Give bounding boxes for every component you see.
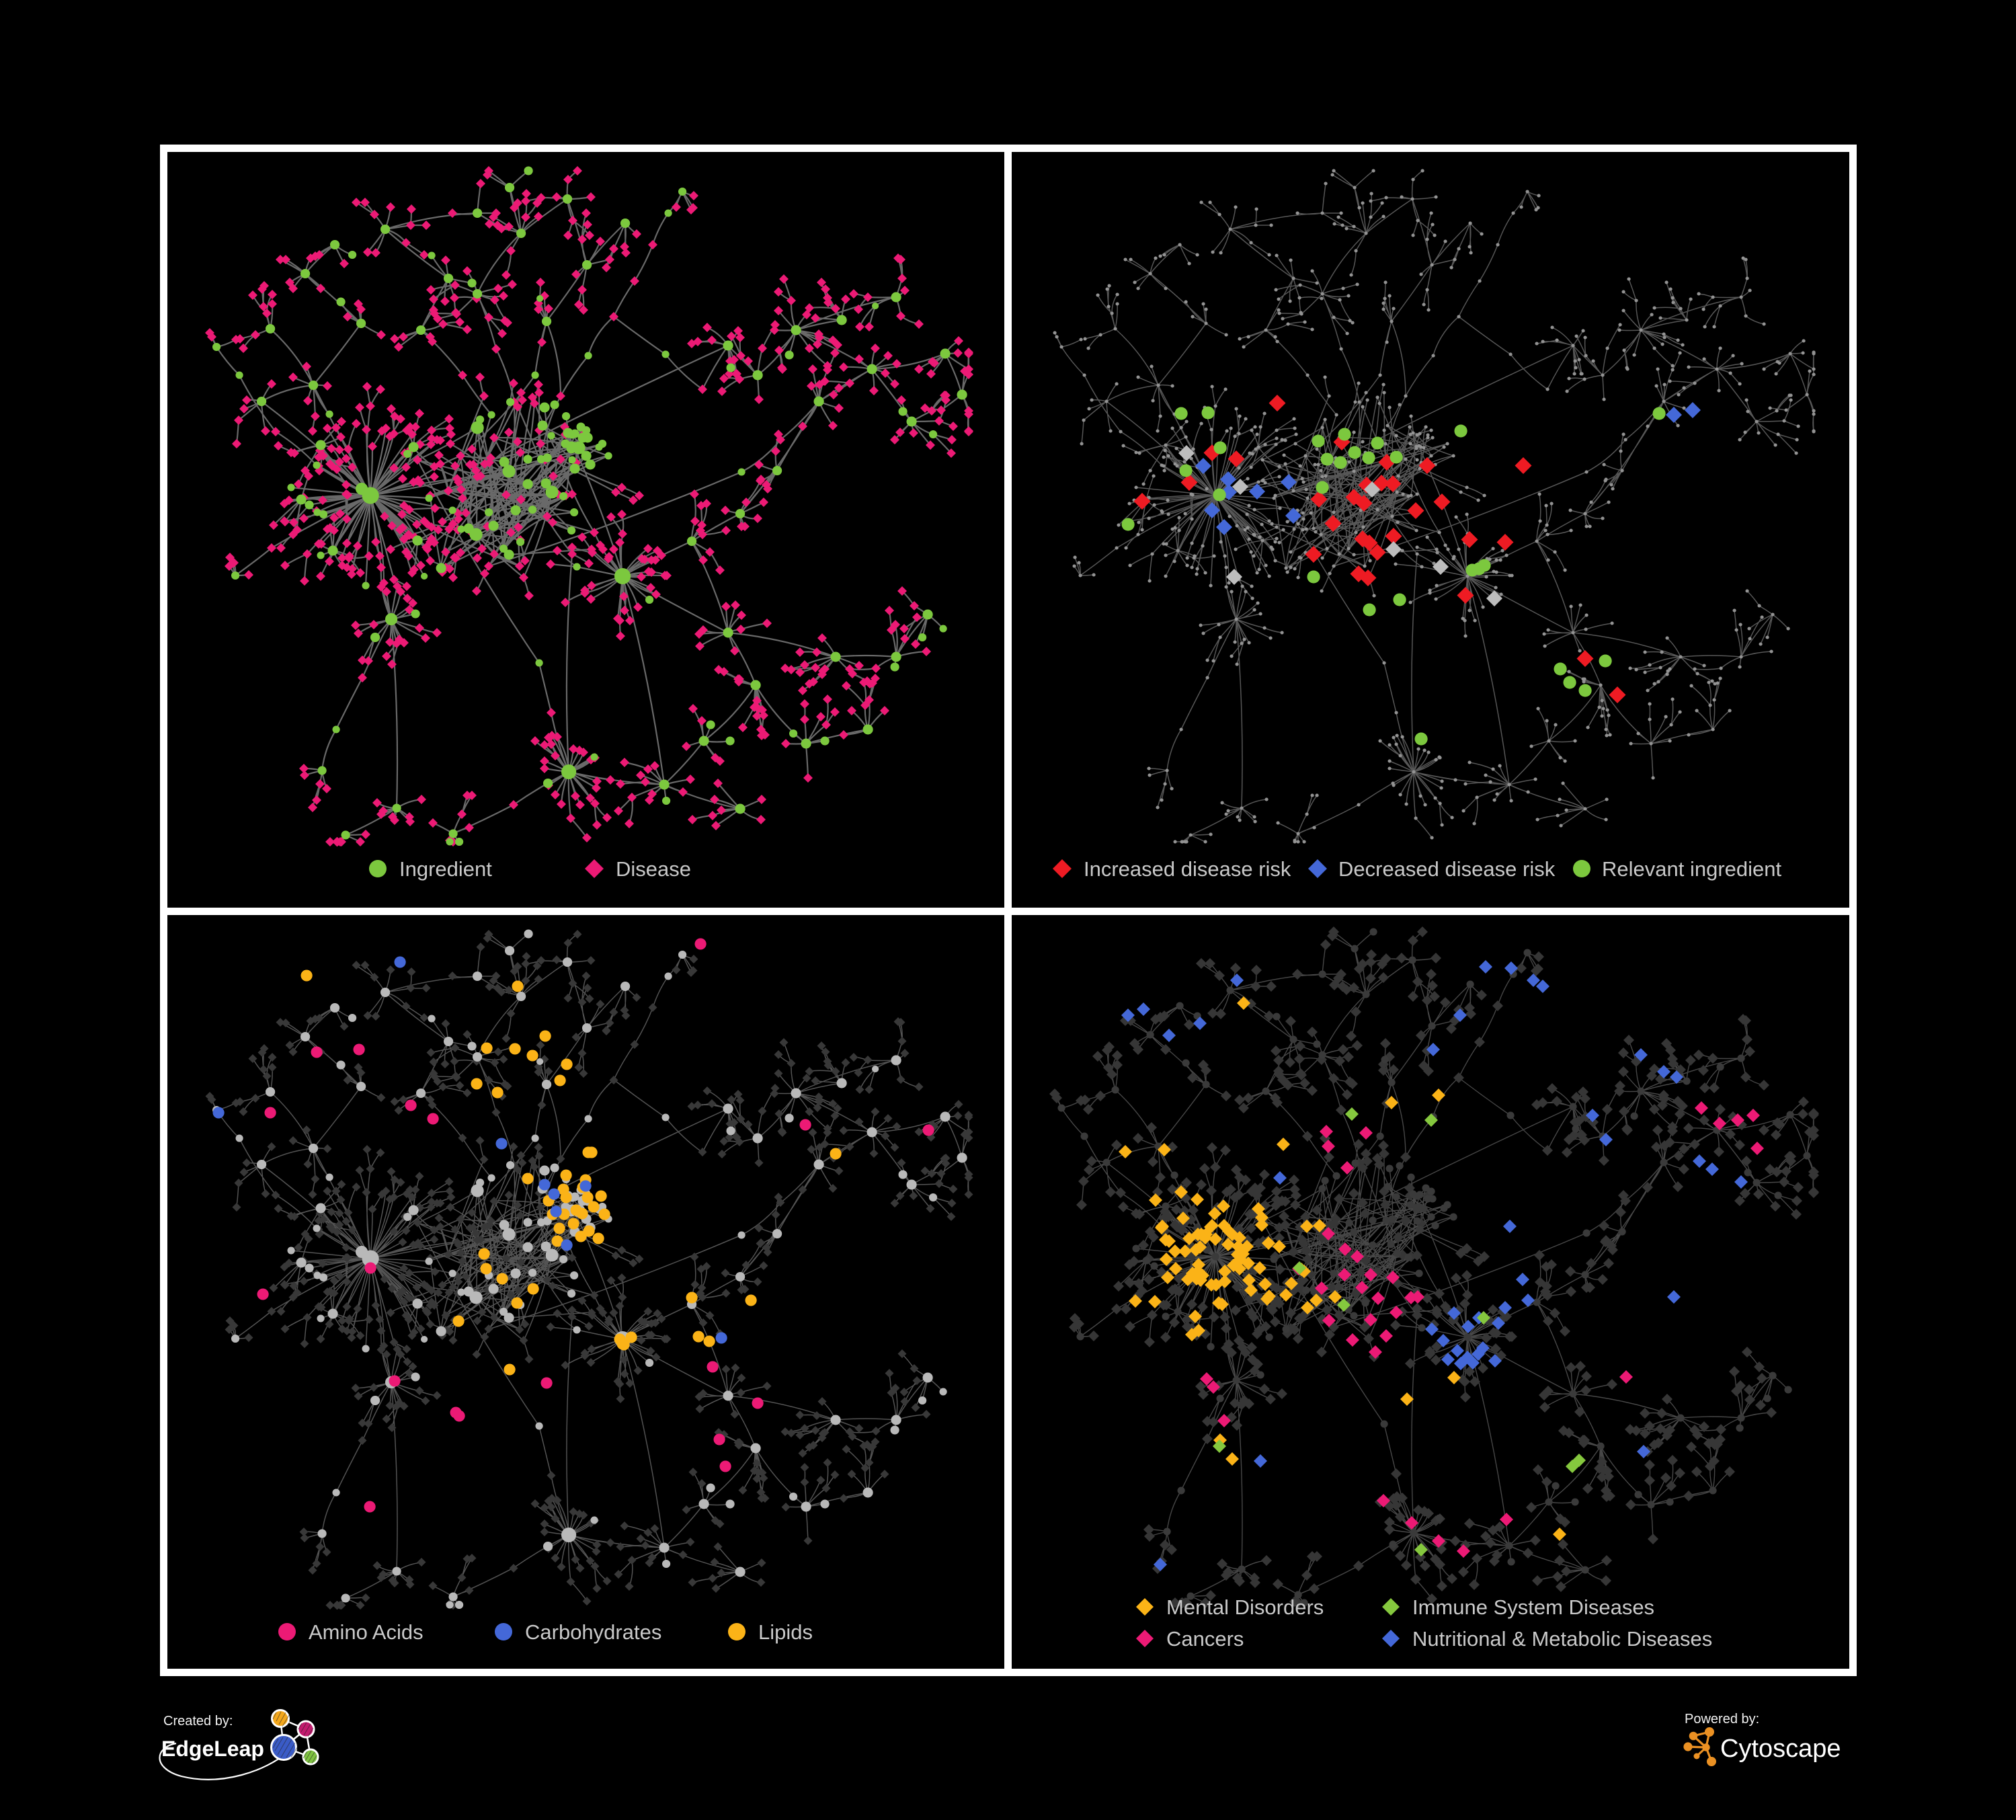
svg-text:Mental Disorders: Mental Disorders [1166, 1595, 1324, 1619]
svg-text:Relevant ingredient: Relevant ingredient [1602, 857, 1782, 881]
svg-text:Carbohydrates: Carbohydrates [525, 1620, 661, 1644]
svg-text:Increased disease risk: Increased disease risk [1084, 857, 1291, 881]
svg-text:Lipids: Lipids [758, 1620, 813, 1644]
svg-text:Disease: Disease [616, 857, 691, 881]
svg-text:Decreased disease risk: Decreased disease risk [1338, 857, 1556, 881]
svg-text:Amino Acids: Amino Acids [309, 1620, 424, 1644]
svg-text:Powered by:: Powered by: [1685, 1712, 1759, 1727]
svg-text:Nutritional & Metabolic Diseas: Nutritional & Metabolic Diseases [1412, 1627, 1712, 1651]
svg-text:EdgeLeap: EdgeLeap [161, 1737, 264, 1761]
svg-text:Ingredient: Ingredient [399, 857, 492, 881]
svg-text:Immune System Diseases: Immune System Diseases [1412, 1595, 1654, 1619]
svg-text:Cancers: Cancers [1166, 1627, 1244, 1651]
svg-text:Created by:: Created by: [163, 1714, 233, 1729]
svg-text:Cytoscape: Cytoscape [1720, 1735, 1841, 1763]
